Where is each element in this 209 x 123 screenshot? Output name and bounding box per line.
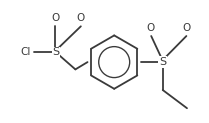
Text: O: O [183,23,191,33]
Text: Cl: Cl [20,47,31,57]
Text: S: S [159,57,166,67]
Text: O: O [76,13,84,23]
Text: S: S [52,47,60,57]
Text: O: O [52,13,60,23]
Text: O: O [147,23,155,33]
